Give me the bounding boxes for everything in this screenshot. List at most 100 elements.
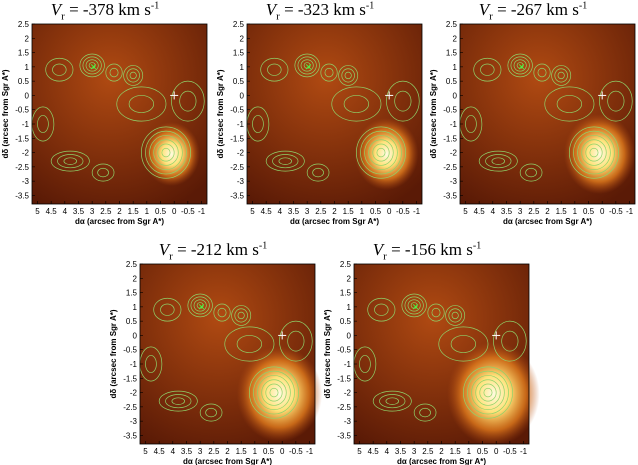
y-tick-label: -0.5 [443,106,457,115]
y-tick-label: -2 [22,149,30,158]
contour-line [312,167,324,178]
contour-line [367,297,396,322]
contour-line [537,67,547,78]
x-tick-label: -0.5 [503,447,517,456]
contour-line [577,135,611,171]
y-tick-label: 2 [240,34,245,43]
image-panel: Vr = -323 km s-1 ✕ 5 4.5 4 3.5 3 2.5 2 1.5 1 0.5 0 -0… [215,0,425,226]
y-tick-label: 1 [347,303,352,312]
x-tick-label: 2.5 [315,207,327,216]
x-tick-label: 5 [463,207,468,216]
contour-line [471,375,505,411]
y-tick-label: 1.5 [340,289,352,298]
contour-line [294,53,320,78]
contour-line [257,375,291,411]
y-tick-label: -2.5 [15,163,29,172]
x-tick-label: 3.5 [181,447,193,456]
contour-line [376,147,386,158]
y-axis-label: dδ (arcsec from Sgr A*) [1,69,10,158]
sgra-marker [598,91,607,100]
x-tick-label: -1 [413,207,421,216]
y-tick-label: 0.5 [233,77,245,86]
contour-line [45,57,74,82]
x-axis-label: dα (arcsec from Sgr A*) [290,217,379,226]
contour-line [404,296,424,315]
plot-area: ✕5 4.5 4 3.5 3 2.5 2 1.5 1 0.5 0 -0.5 -12.521.510.50… [109,260,323,465]
plot-area: ✕5 4.5 4 3.5 3 2.5 2 1.5 1 0.5 0 -0.5 -12.521.510.50… [429,20,636,226]
contour-line [109,67,119,78]
contour-line [265,150,305,172]
contour-line [569,126,619,179]
y-tick-label: -2 [130,389,138,398]
star-marker: ✕ [412,302,420,312]
y-tick-label: 1.5 [233,49,245,58]
y-tick-label: -3 [237,177,245,186]
contour-line [507,53,533,78]
contour-line [401,293,427,318]
contour-line [485,154,512,169]
y-axis-label: dδ (arcsec from Sgr A*) [109,309,118,398]
y-tick-label: -2 [237,149,245,158]
contour-line [341,68,355,83]
contour-line [303,62,311,69]
contour-line [37,115,49,133]
x-tick-label: 2 [117,207,122,216]
x-tick-label: 3 [518,207,523,216]
contour-line [599,80,633,122]
x-tick-label: 3.5 [395,447,407,456]
contour-line [551,65,572,86]
x-tick-label: 0.5 [583,207,595,216]
velocity-subscript: r [383,250,387,263]
x-tick-label: 4.5 [154,447,166,456]
contour-line [157,143,175,162]
x-tick-label: -1 [306,447,314,456]
x-tick-label: 2.5 [208,447,220,456]
y-tick-label: -2 [450,149,458,158]
contour-line [105,63,123,82]
bright-source [447,342,540,446]
contour-line [573,130,615,175]
contour-line [82,56,102,75]
x-tick-label: 1 [467,447,472,456]
y-tick-label: -2.5 [337,403,351,412]
contour-line [287,330,305,352]
contour-line [394,90,412,112]
contour-line [450,335,477,353]
contour-line [374,303,389,316]
contour-line [386,80,420,122]
y-tick-label: 1 [453,63,458,72]
bright-source [354,118,419,190]
contour-line [501,330,519,352]
contour-line [320,63,338,82]
contour-line [88,62,96,69]
contour-line [431,307,441,318]
contour-line [493,320,527,362]
contour-line [213,303,231,322]
contour-line [85,59,99,72]
contour-line [171,80,205,122]
contour-line [516,62,524,69]
contour-line [52,63,67,76]
y-tick-label: 0.5 [446,77,458,86]
contour-line [478,150,518,172]
x-tick-label: 0.5 [370,207,382,216]
velocity-value: = -267 km s [492,0,579,19]
contour-line [278,157,293,165]
x-tick-label: 0 [600,207,605,216]
y-tick-label: -0.5 [230,106,244,115]
contour-line [306,163,330,182]
contour-line [483,387,493,398]
x-tick-label: 1 [573,207,578,216]
contour-line [234,308,248,323]
x-axis-label: dα (arcsec from Sgr A*) [503,217,592,226]
sgra-marker [492,331,501,340]
image-panel: Vr = -156 km s-1 ✕ 5 4.5 4 3.5 3 2.5 2 1.5 1 0.5 0 -0… [322,240,540,465]
contour-line [407,299,421,312]
contour-line [438,326,489,362]
contour-line [465,115,477,133]
y-tick-label: 2 [25,34,30,43]
contour-line [379,394,406,409]
contour-line [205,407,217,418]
sgra-marker [278,331,287,340]
y-tick-label: -1 [237,120,245,129]
